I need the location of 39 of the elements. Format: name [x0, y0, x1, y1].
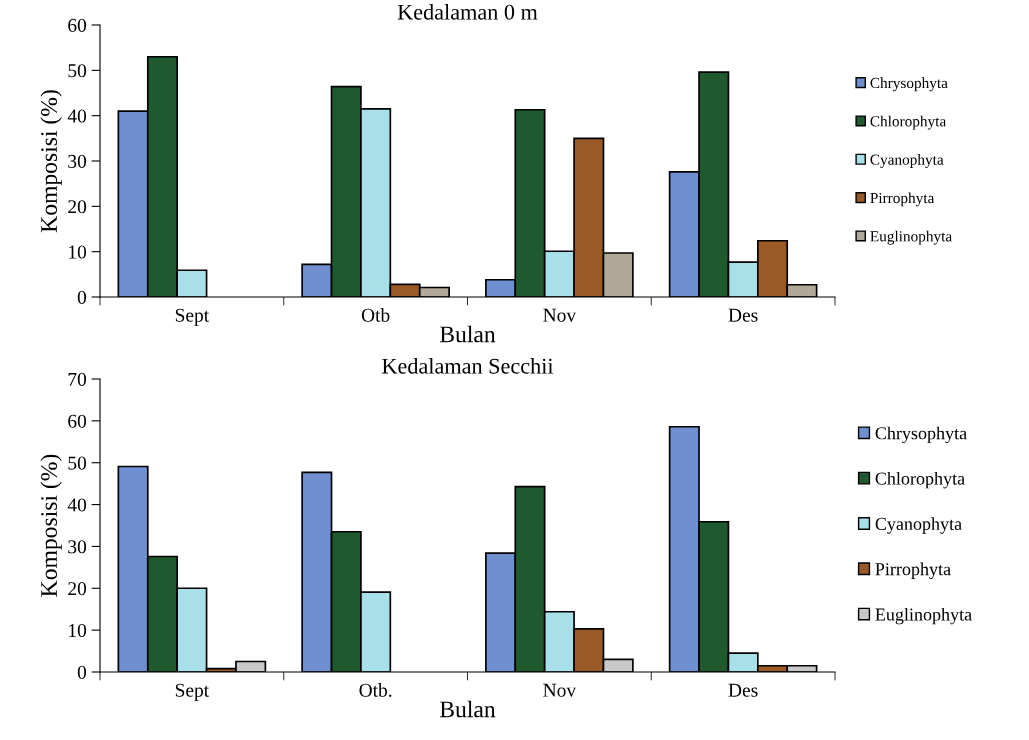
x-tick-label: Otb.: [359, 683, 392, 697]
y-tick-label: 0: [77, 665, 87, 679]
legend-label: Chlorophyta: [875, 471, 965, 489]
legend-label: Chlorophyta: [870, 115, 947, 130]
y-tick-label: 20: [68, 582, 87, 596]
y-tick-label: 50: [68, 456, 87, 470]
legend-label: Cyanophyta: [870, 154, 944, 168]
y-tick-label: 60: [68, 414, 87, 428]
x-axis-title: Bulan: [439, 700, 496, 718]
legend-label: Pirrophyta: [875, 562, 951, 580]
legend-label: Chrysophyta: [870, 77, 948, 92]
y-tick-label: 40: [67, 498, 87, 512]
y-tick-label: 40: [67, 109, 87, 123]
x-tick-label: Nov: [543, 683, 577, 697]
y-tick-label: 30: [68, 540, 87, 554]
y-tick-label: 20: [68, 200, 87, 214]
legend-label: Pirrophyta: [870, 192, 935, 207]
y-tick-label: 10: [69, 623, 87, 638]
x-tick-label: Des: [728, 308, 758, 322]
y-axis-title: Komposisi (%): [40, 90, 62, 233]
x-tick-label: Otb: [361, 308, 390, 322]
chart-title: Kedalaman Secchii: [382, 358, 554, 374]
legend-label: Euglinophyta: [870, 230, 952, 245]
y-tick-label: 70: [68, 372, 87, 386]
x-tick-label: Des: [728, 683, 758, 697]
chart-title: Kedalaman 0 m: [397, 4, 538, 20]
y-tick-label: 30: [68, 154, 87, 168]
x-tick-label: Sept: [175, 308, 210, 326]
y-tick-label: 60: [68, 18, 87, 32]
legend-label: Chrysophyta: [875, 426, 967, 444]
x-tick-label: Sept: [175, 683, 210, 701]
legend-label: Euglinophyta: [875, 607, 972, 625]
y-tick-label: 0: [77, 290, 87, 304]
y-tick-label: 50: [68, 64, 87, 78]
y-axis-title: Komposisi (%): [40, 454, 62, 597]
legend-label: Cyanophyta: [875, 517, 962, 534]
y-tick-label: 10: [69, 245, 87, 259]
x-axis-title: Bulan: [439, 325, 496, 343]
x-tick-label: Nov: [543, 308, 577, 322]
